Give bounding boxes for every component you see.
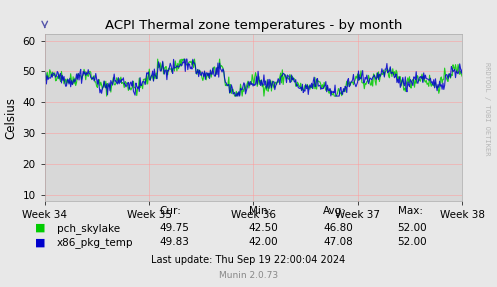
Text: 42.00: 42.00 — [248, 237, 278, 247]
Text: 52.00: 52.00 — [398, 223, 427, 233]
Text: ■: ■ — [35, 237, 45, 247]
Text: RRDTOOL / TOBI OETIKER: RRDTOOL / TOBI OETIKER — [484, 62, 490, 156]
Text: x86_pkg_temp: x86_pkg_temp — [57, 237, 134, 248]
Text: 47.08: 47.08 — [323, 237, 353, 247]
Text: 42.50: 42.50 — [248, 223, 278, 233]
Text: pch_skylake: pch_skylake — [57, 223, 120, 234]
Text: 46.80: 46.80 — [323, 223, 353, 233]
Text: Min:: Min: — [248, 206, 271, 216]
Title: ACPI Thermal zone temperatures - by month: ACPI Thermal zone temperatures - by mont… — [105, 19, 402, 32]
Text: 49.83: 49.83 — [159, 237, 189, 247]
Y-axis label: Celsius: Celsius — [4, 97, 17, 139]
Text: 52.00: 52.00 — [398, 237, 427, 247]
Text: Max:: Max: — [398, 206, 422, 216]
Text: 49.75: 49.75 — [159, 223, 189, 233]
Text: Cur:: Cur: — [159, 206, 181, 216]
Text: Avg:: Avg: — [323, 206, 346, 216]
Text: Last update: Thu Sep 19 22:00:04 2024: Last update: Thu Sep 19 22:00:04 2024 — [152, 255, 345, 265]
Text: ■: ■ — [35, 223, 45, 233]
Text: Munin 2.0.73: Munin 2.0.73 — [219, 272, 278, 280]
